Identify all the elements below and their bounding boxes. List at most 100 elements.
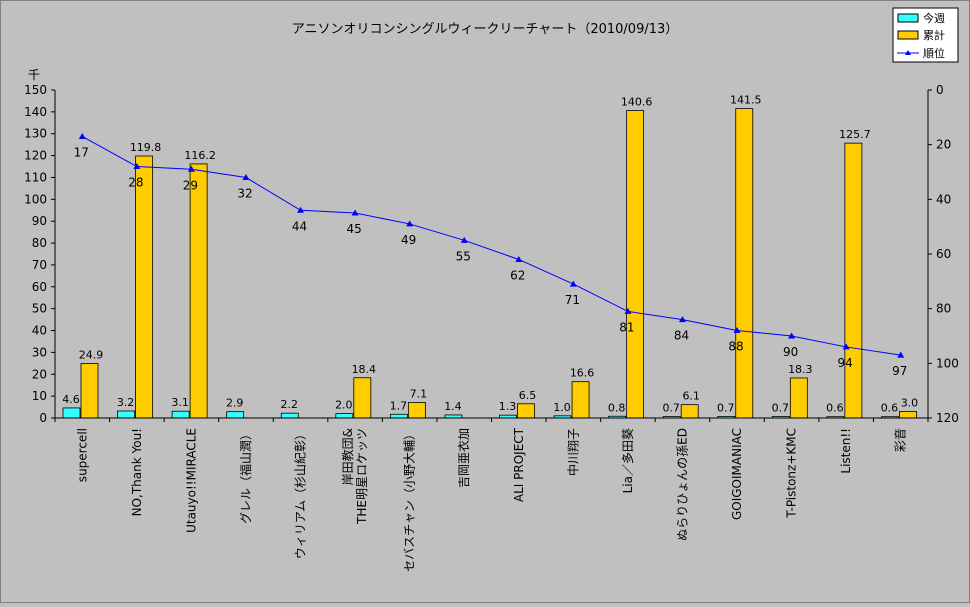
rank-marker [788,332,796,339]
rank-marker [842,343,850,350]
x-category-label: ウィリアム（杉山紀彰） [293,428,308,559]
data-label-weekly: 0.6 [881,402,899,415]
legend-marker-rank [905,50,911,55]
bar-total [353,377,372,419]
rank-marker [624,307,632,314]
rank-marker [78,132,86,139]
data-label-weekly: 0.7 [772,401,790,414]
x-category-label: ALI PROJECT [512,427,526,502]
x-category-label: supercell [75,428,89,482]
data-label-weekly: 1.0 [553,401,571,414]
y-left-tick-label: 110 [24,170,47,184]
data-label-rank: 29 [183,178,198,192]
rank-line-layer [78,132,905,358]
data-label-rank: 94 [838,356,853,370]
x-category-label: ぬらりひょんの孫ED [675,428,689,541]
rank-marker [733,327,741,334]
x-category-label: Lia／多田葵 [621,428,635,493]
legend: 今週 累計 順位 [892,7,959,63]
x-category-label: GOIGOIMANIAC [730,428,744,520]
data-label-rank: 28 [128,176,143,190]
rank-marker [133,163,141,170]
y-right-tick-label: 120 [936,411,959,425]
x-category-label-line: supercell [75,428,89,482]
bar-total [626,110,645,419]
y-left-tick-label: 10 [32,389,47,403]
rank-marker [678,316,686,323]
legend-label-weekly: 今週 [923,11,945,25]
data-label-rank: 44 [292,219,307,233]
data-label-total: 3.0 [901,396,919,409]
rank-marker [460,236,468,243]
bar-weekly [389,413,408,419]
bar-total [680,404,699,419]
y-left-tick-label: 100 [24,192,47,206]
y-axis-unit: 千 [28,68,40,82]
x-category-label-line: グレル（福山潤） [238,428,253,524]
rank-marker [297,206,305,213]
x-category-label: T-Pistonz+KMC [785,428,799,519]
x-category-label: Listen!! [839,428,853,474]
x-category-label: グレル（福山潤） [238,428,253,524]
bar-total [899,411,917,419]
data-label-total: 141.5 [730,94,762,107]
bar-total [844,142,863,419]
bar-total [80,363,99,419]
rank-marker [515,255,523,262]
bar-total [407,402,426,419]
x-category-label-line: ウィリアム（杉山紀彰） [293,428,308,559]
y-left-tick-label: 80 [32,236,47,250]
x-category-label: NO,Thank You! [130,428,144,516]
data-label-total: 119.8 [130,141,162,154]
y-right-tick-label: 40 [936,192,951,206]
bar-weekly [335,413,354,419]
data-label-rank: 17 [74,145,89,159]
data-label-weekly: 0.7 [717,401,735,414]
bar-total [571,381,590,419]
data-label-rank: 97 [892,364,907,378]
data-label-rank: 71 [565,293,580,307]
rank-marker [187,165,195,172]
rank-marker [897,351,905,358]
y-left-tick-label: 30 [32,345,47,359]
x-category-label: Utauyo!!MIRACLE [184,428,198,533]
data-label-total: 7.1 [410,387,428,400]
y-left-tick-label: 0 [39,411,47,425]
data-label-total: 6.5 [519,389,537,402]
x-category-label: セバスチャン（小野大輔） [403,428,417,572]
bar-total [135,155,153,419]
x-category-label-line: 中川翔子 [565,428,580,476]
data-label-rank: 62 [510,268,525,282]
bar-weekly [62,407,81,419]
data-label-rank: 90 [783,345,798,359]
y-right-tick-label: 0 [936,83,944,97]
x-category-label-line: ALI PROJECT [512,427,526,502]
bar-weekly [117,410,135,419]
x-category-label: 中川翔子 [565,428,580,476]
data-label-rank: 81 [619,320,634,334]
data-label-weekly: 4.6 [62,393,80,406]
y-right-tick-label: 20 [936,138,951,152]
x-category-label-line: 彩音 [893,428,908,452]
legend-swatch-total [897,30,919,40]
x-category-label-line: GOIGOIMANIAC [730,428,744,520]
y-left-tick-label: 70 [32,258,47,272]
bar-weekly [280,412,299,419]
legend-label-rank: 順位 [923,46,945,60]
y-right-tick-label: 80 [936,302,951,316]
data-label-weekly: 3.2 [117,396,135,409]
y-left-tick-label: 150 [24,83,47,97]
y-left-tick-label: 50 [32,302,47,316]
x-category-label-line: ぬらりひょんの孫ED [675,428,689,541]
y-left-tick-label: 40 [32,324,47,338]
data-label-weekly: 2.9 [226,397,244,410]
bar-total [189,163,208,419]
data-label-rank: 45 [346,222,361,236]
data-label-total: 16.6 [570,367,595,380]
bar-total [789,377,808,419]
y-left-tick-label: 130 [24,127,47,141]
y-right-tick-label: 100 [936,356,959,370]
